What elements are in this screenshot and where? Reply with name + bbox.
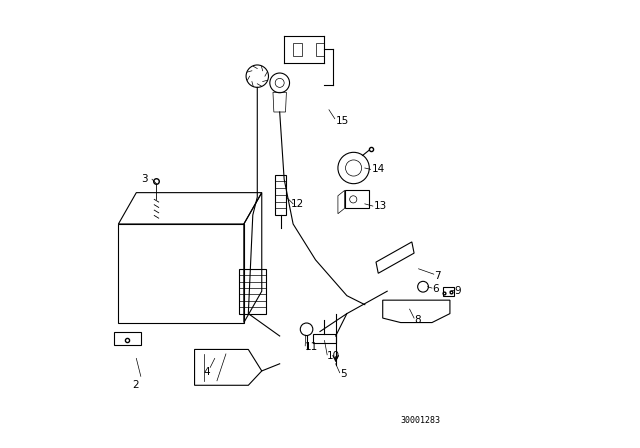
Text: 8: 8: [414, 315, 420, 325]
Text: 14: 14: [371, 164, 385, 174]
Text: 12: 12: [291, 199, 304, 209]
Text: 3: 3: [141, 174, 147, 184]
Text: 11: 11: [305, 342, 317, 352]
Text: 7: 7: [435, 271, 441, 280]
Text: 6: 6: [432, 284, 438, 294]
Bar: [443, 287, 454, 296]
Text: 10: 10: [327, 351, 340, 361]
Text: 5: 5: [340, 369, 347, 379]
Text: 2: 2: [132, 380, 138, 390]
Text: 30001283: 30001283: [401, 416, 441, 425]
Text: 13: 13: [374, 201, 387, 211]
Text: 15: 15: [336, 116, 349, 126]
Bar: [314, 334, 336, 343]
Bar: [293, 43, 302, 56]
Text: 4: 4: [204, 367, 210, 377]
Bar: [345, 190, 369, 208]
Bar: [275, 175, 287, 215]
Text: 9: 9: [454, 286, 461, 296]
Bar: [316, 43, 324, 56]
